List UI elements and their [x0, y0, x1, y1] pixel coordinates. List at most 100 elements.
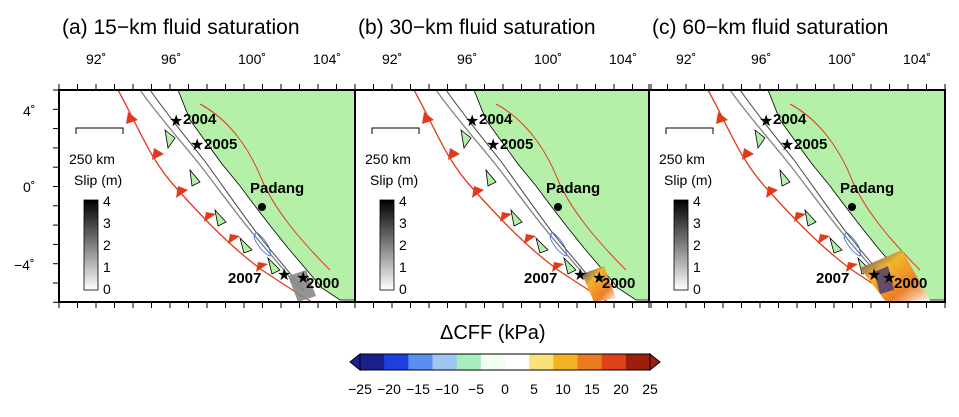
- svg-text:104˚: 104˚: [609, 51, 637, 67]
- svg-text:4: 4: [103, 193, 111, 209]
- anomaly-c: [860, 250, 930, 302]
- colorbar-ticks: −25 −20 −15 −10 −5 0 5 10 15 20 25: [348, 381, 658, 397]
- panel-a: (a) 15−km fluid saturation ★: [58, 16, 356, 303]
- slip-contour: [253, 231, 271, 257]
- svg-text:Slip (m): Slip (m): [664, 172, 712, 188]
- svg-text:104˚: 104˚: [313, 51, 341, 67]
- scale-label: 250 km: [69, 151, 115, 167]
- svg-text:4˚: 4˚: [23, 103, 35, 119]
- trench-triangles: [126, 112, 268, 272]
- lon-ticks: 92˚ 96˚ 100˚ 104˚: [86, 51, 341, 67]
- svg-text:★: ★: [190, 137, 204, 154]
- colorbar-tick-label: −20: [377, 381, 401, 397]
- svg-text:★: ★: [169, 113, 183, 130]
- colorbar-swatch: [456, 354, 482, 370]
- svg-text:2: 2: [399, 237, 407, 253]
- svg-text:250 km: 250 km: [659, 151, 705, 167]
- label-2004: 2004: [183, 111, 217, 128]
- svg-text:100˚: 100˚: [534, 51, 562, 67]
- svg-text:★: ★: [759, 113, 773, 130]
- label-2000: 2000: [306, 275, 339, 292]
- colorbar-swatch: [625, 354, 651, 370]
- panel-title: (c) 60−km fluid saturation: [652, 16, 888, 39]
- svg-text:96˚: 96˚: [161, 51, 181, 67]
- label-2007: 2007: [228, 270, 261, 287]
- svg-text:0: 0: [103, 281, 111, 297]
- label-2005: 2005: [204, 136, 237, 153]
- svg-text:★: ★: [780, 137, 794, 154]
- svg-text:Slip (m): Slip (m): [370, 172, 418, 188]
- svg-text:96˚: 96˚: [457, 51, 477, 67]
- svg-text:−4˚: −4˚: [14, 257, 35, 273]
- slip-colorbar: [83, 199, 99, 291]
- svg-text:100˚: 100˚: [828, 51, 856, 67]
- colorbar-swatch: [529, 354, 554, 370]
- panel-b: (b) 30−km fluid saturation ★: [354, 16, 652, 303]
- colorbar-swatch: [360, 354, 385, 370]
- colorbar-swatch: [553, 354, 578, 370]
- svg-text:4: 4: [399, 193, 407, 209]
- colorbar-swatch: [601, 354, 627, 370]
- city-dot: [258, 203, 266, 211]
- colorbar-tick-label: 5: [530, 381, 538, 397]
- svg-text:★: ★: [867, 267, 881, 284]
- svg-text:★: ★: [296, 270, 310, 287]
- svg-text:92˚: 92˚: [676, 51, 696, 67]
- fault-line-dark: [149, 89, 306, 293]
- colorbar-swatch: [577, 354, 603, 370]
- svg-text:1: 1: [399, 259, 407, 275]
- svg-text:2000: 2000: [894, 275, 927, 292]
- lon-ticks: 92˚ 96˚ 100˚ 104˚: [676, 51, 931, 67]
- svg-text:100˚: 100˚: [238, 51, 266, 67]
- city-label: Padang: [250, 180, 304, 197]
- svg-text:2004: 2004: [773, 111, 807, 128]
- colorbar-tick-label: 20: [613, 381, 629, 397]
- svg-text:250 km: 250 km: [365, 151, 411, 167]
- event-stars: ★ ★ ★ ★: [169, 113, 310, 287]
- svg-text:Padang: Padang: [840, 180, 894, 197]
- svg-text:★: ★: [882, 270, 896, 287]
- svg-text:2000: 2000: [602, 275, 635, 292]
- slip-title: Slip (m): [74, 172, 122, 188]
- svg-text:1: 1: [693, 259, 701, 275]
- panel-title: (a) 15−km fluid saturation: [62, 16, 300, 39]
- svg-text:2: 2: [103, 237, 111, 253]
- svg-text:Padang: Padang: [546, 180, 600, 197]
- map: ★ ★ ★ ★ 2004 2005 2007 2000 Padang 250 k…: [648, 89, 946, 303]
- svg-text:3: 3: [693, 215, 701, 231]
- svg-text:3: 3: [103, 215, 111, 231]
- colorbar-title: ΔCFF (kPa): [440, 322, 546, 344]
- map: ★ ★ ★ ★ 2004 2005 2007 2000 Padang 250 k…: [354, 89, 652, 303]
- lat-ticks: 4˚ 0˚ −4˚: [14, 103, 35, 273]
- colorbar-tick-label: −5: [468, 381, 484, 397]
- inland-fault: [199, 103, 331, 271]
- svg-text:0˚: 0˚: [23, 179, 35, 195]
- svg-text:92˚: 92˚: [382, 51, 402, 67]
- panel-c: (c) 60−km fluid saturation: [648, 16, 946, 303]
- island-chain: [164, 129, 281, 275]
- svg-text:2005: 2005: [500, 136, 533, 153]
- svg-text:92˚: 92˚: [86, 51, 106, 67]
- land-sumatra: [177, 89, 356, 301]
- svg-text:★: ★: [573, 267, 587, 284]
- colorbar-tick-label: −10: [435, 381, 459, 397]
- svg-text:0: 0: [693, 281, 701, 297]
- svg-text:2007: 2007: [816, 270, 849, 287]
- map: ★ ★ ★ ★ 2004 2005 2007 2000 Padang 250 k…: [58, 89, 356, 303]
- svg-text:2: 2: [693, 237, 701, 253]
- colorbar-tick-label: 10: [555, 381, 571, 397]
- svg-text:2004: 2004: [479, 111, 513, 128]
- colorbar-swatch: [384, 354, 409, 370]
- colorbar-swatch: [505, 354, 530, 370]
- colorbar-arrow-high: [649, 352, 661, 372]
- colorbar-swatches: [349, 352, 661, 372]
- svg-text:★: ★: [277, 267, 291, 284]
- colorbar-tick-label: 15: [584, 381, 600, 397]
- lon-ticks: 92˚ 96˚ 100˚ 104˚: [382, 51, 637, 67]
- trench-line: [117, 89, 313, 303]
- colorbar-tick-label: −15: [406, 381, 430, 397]
- svg-text:★: ★: [465, 113, 479, 130]
- colorbar-frame: [359, 353, 651, 371]
- colorbar-swatch: [408, 354, 433, 370]
